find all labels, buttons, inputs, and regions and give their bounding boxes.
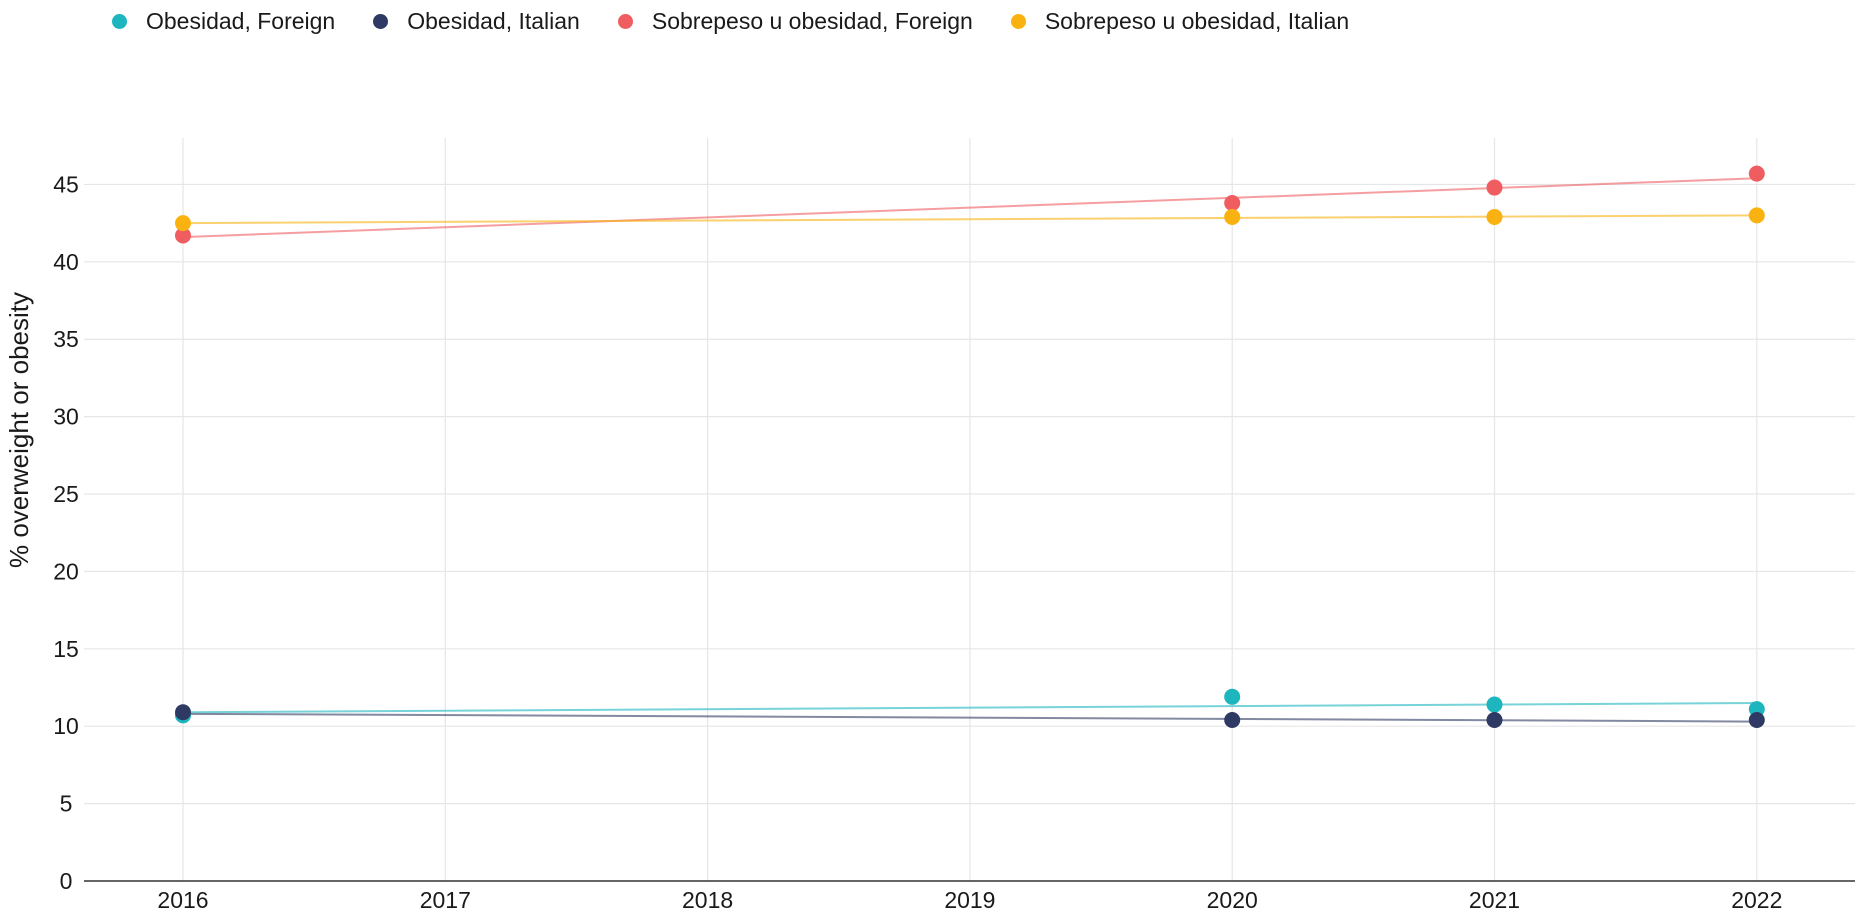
data-point [1224,712,1241,729]
legend-label: Sobrepeso u obesidad, Italian [1044,8,1350,34]
legend-label: Obesidad, Foreign [146,8,336,34]
y-axis-title: % overweight or obesity [4,292,34,568]
data-point [175,227,191,244]
data-point [1486,712,1503,729]
x-tick-label: 2016 [157,887,208,913]
x-tick-label: 2022 [1731,887,1782,913]
data-point [1486,208,1503,225]
legend-item: Obesidad, Italian [373,8,580,35]
data-point [1748,207,1765,224]
legend-marker [617,14,633,29]
legend-marker [1010,14,1026,29]
y-tick-label: 5 [60,791,73,817]
y-tick-label: 35 [53,326,79,352]
data-point [1486,179,1503,196]
legend-item: Sobrepeso u obesidad, Foreign [617,8,973,35]
axes: 0 5 10 15 20 25 30 35 40 45 2016 2017 2018 2019 2020 20… [53,171,1855,913]
y-tick-label: 20 [53,558,79,584]
y-tick-label: 45 [53,171,79,197]
x-tick-label: 2017 [420,887,471,913]
legend-marker [112,14,127,29]
legend-item: Obesidad, Foreign [112,8,335,35]
y-tick-label: 30 [53,404,79,430]
data-points [175,165,1765,729]
data-point [1486,696,1503,713]
chart-legend: Obesidad, Foreign Obesidad, Italian Sobrep… [112,8,1349,35]
legend-label: Sobrepeso u obesidad, Foreign [651,8,973,34]
data-point [1748,165,1765,182]
y-tick-label: 40 [53,249,79,275]
y-tick-label: 0 [60,868,73,894]
data-point [1224,195,1241,212]
y-tick-label: 25 [53,481,79,507]
legend-label: Obesidad, Italian [407,8,580,34]
data-point [1224,688,1241,705]
x-tick-label: 2018 [682,887,733,913]
data-point [175,215,191,232]
x-tick-label: 2020 [1207,887,1258,913]
data-point [1748,712,1765,729]
x-tick-label: 2019 [944,887,995,913]
y-tick-label: 15 [53,636,79,662]
legend-item: Sobrepeso u obesidad, Italian [1010,8,1350,35]
y-tick-label: 10 [53,713,79,739]
legend-marker [373,14,389,29]
gridlines [84,138,1855,881]
data-point [175,704,191,721]
x-tick-label: 2021 [1469,887,1520,913]
data-point [1224,208,1241,225]
